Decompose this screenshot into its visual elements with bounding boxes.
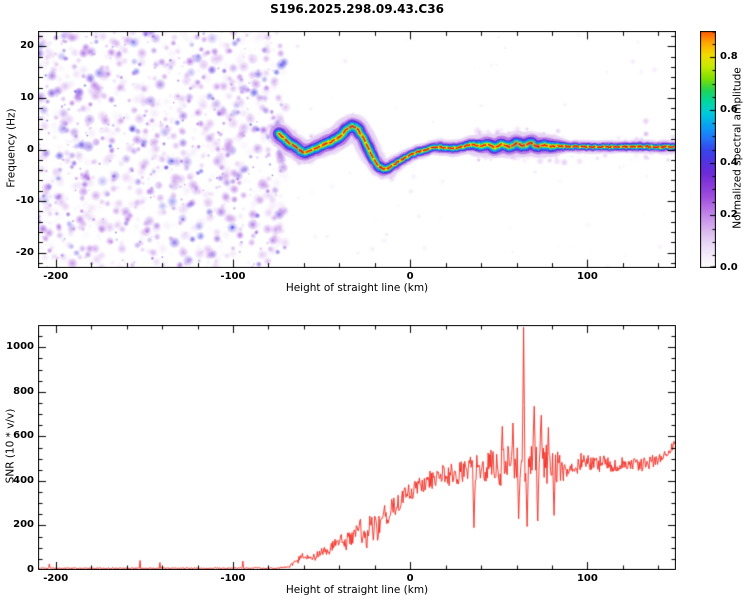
spectrogram-x-axis-label: Height of straight line (km) [285,282,429,294]
snr-canvas [38,325,676,570]
snr-y-axis-label: SNR (10 * v/v) [4,408,17,484]
snr-x-tick: -200 [43,573,69,584]
snr-y-tick: 200 [13,519,34,531]
colorbar-tick: 0.8 [720,51,738,63]
snr-y-tick: 400 [13,474,34,486]
colorbar-tick: 0.6 [720,104,738,115]
spectrogram-y-tick: 0 [27,143,34,155]
snr-x-tick: -100 [220,573,246,584]
spectrogram-x-tick: -200 [43,271,69,282]
spectrogram-canvas [38,31,676,268]
figure-title: S196.2025.298.09.43.C36 [270,2,444,16]
snr-y-tick: 1000 [6,341,34,353]
colorbar-tick: 0.2 [720,209,738,221]
snr-y-tick: 600 [13,430,34,442]
colorbar-tick: 0.0 [720,262,738,273]
spectrogram-x-tick: 0 [406,271,414,282]
colorbar-label: Normalized spectral amplitude [731,67,744,229]
snr-x-tick: 100 [576,573,598,584]
spectrogram-x-tick: 100 [576,271,598,282]
colorbar-canvas [700,31,716,268]
snr-y-tick: 800 [13,385,34,397]
spectrogram-y-tick: -20 [15,246,34,258]
snr-x-tick: 0 [406,573,414,584]
spectrogram-y-tick: 10 [20,91,34,103]
snr-y-tick: 0 [27,564,34,575]
spectrogram-y-tick: 20 [20,40,34,52]
colorbar-tick: 0.4 [720,156,738,168]
spectrogram-x-tick: -100 [220,271,246,282]
spectrogram-y-tick: -10 [15,195,34,207]
snr-x-axis-label: Height of straight line (km) [285,584,429,596]
